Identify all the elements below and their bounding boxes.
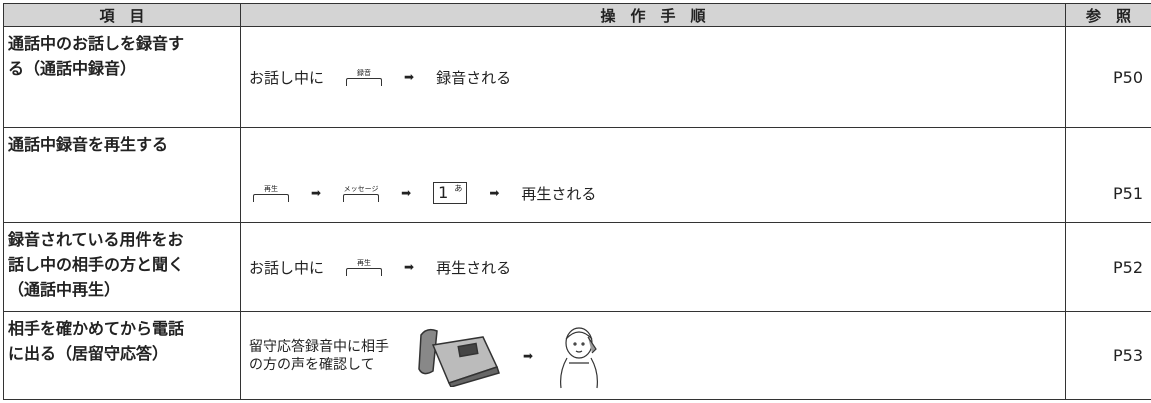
row: 相手を確かめてから電話 に出る（居留守応答） 留守応答録音中に相手 の方の声を確認し…: [3, 311, 1151, 400]
item-line: る（通話中録音）: [8, 59, 137, 78]
item-line: 話し中の相手の方と聞く: [8, 255, 185, 274]
ref-cell: P53: [1065, 311, 1151, 400]
header-cell: 項 目: [3, 3, 241, 27]
header-cell: 操 作 手 順: [240, 3, 1066, 27]
item-line: に出る（居留守応答）: [8, 344, 169, 363]
item-line: 録音されている用件をお: [8, 230, 184, 249]
key-shape: [343, 193, 380, 202]
header-cell: 参 照: [1065, 3, 1151, 27]
row: 録音されている用件をお 話し中の相手の方と聞く （通話中再生） お話し中に 再生 ➡…: [3, 222, 1151, 312]
header-row: 項 目 操 作 手 順 参 照: [3, 3, 1151, 27]
procedure-cell: 留守応答録音中に相手 の方の声を確認して ➡: [240, 311, 1066, 400]
flow: お話し中に 再生 ➡ 再生される: [249, 257, 1065, 278]
arrow: ➡: [311, 186, 322, 200]
person-illustration: [560, 326, 599, 388]
key: 再生: [253, 185, 289, 202]
key: メッセージ: [343, 184, 380, 202]
kana: あ: [454, 184, 463, 193]
arrow: ➡: [404, 260, 415, 274]
ref-cell: P52: [1065, 222, 1151, 312]
item-line: （通話中再生）: [8, 280, 121, 299]
key: 録音: [346, 68, 383, 86]
item-line: 相手を確かめてから電話: [8, 319, 185, 338]
item-cell: 通話中録音を再生する: [3, 127, 241, 223]
row: 通話中のお話しを録音す る（通話中録音） お話し中に 録音 ➡ 録音される P50: [3, 26, 1151, 128]
step-line: 留守応答録音中に相手: [249, 338, 389, 355]
operation-table: 項 目 操 作 手 順 参 照 通話中のお話しを録音す る（通話中録音） お話し中…: [3, 3, 1151, 400]
arrow: ➡: [401, 186, 412, 200]
item-cell: 通話中のお話しを録音す る（通話中録音）: [3, 26, 241, 128]
step-text: 録音される: [436, 68, 512, 87]
procedure-cell: お話し中に 再生 ➡ 再生される: [240, 222, 1066, 312]
step-text: 留守応答録音中に相手 の方の声を確認して: [249, 338, 389, 374]
key-shape: [346, 267, 383, 276]
key-shape: [253, 193, 289, 202]
key: 再生: [346, 258, 383, 276]
item-line: 通話中録音を再生する: [8, 135, 169, 154]
key-label: メッセージ: [343, 184, 379, 193]
item-line: 通話中のお話しを録音す: [8, 34, 185, 53]
step-text: 再生される: [436, 258, 512, 277]
procedure-cell: お話し中に 録音 ➡ 録音される: [240, 26, 1066, 128]
key-label: 再生: [357, 258, 372, 267]
step-line: の方の声を確認して: [249, 356, 375, 373]
arrow: ➡: [404, 70, 415, 84]
arrow: ➡: [489, 186, 500, 200]
arrow: ➡: [523, 348, 534, 363]
key-shape: [346, 77, 383, 86]
key-label: 録音: [357, 68, 372, 77]
ref-cell: P51: [1065, 127, 1151, 223]
step-text: お話し中に: [249, 258, 325, 277]
digit: 1: [438, 183, 449, 202]
ref-cell: P50: [1065, 26, 1151, 128]
phone-illustration: [418, 328, 500, 387]
step-text: お話し中に: [249, 68, 325, 87]
item-cell: 録音されている用件をお 話し中の相手の方と聞く （通話中再生）: [3, 222, 241, 312]
step-text: 再生される: [521, 184, 597, 203]
flow: お話し中に 録音 ➡ 録音される: [249, 67, 1065, 88]
key-label: 再生: [264, 184, 278, 193]
item-cell: 相手を確かめてから電話 に出る（居留守応答）: [3, 311, 241, 400]
flow: 留守応答録音中に相手 の方の声を確認して ➡: [249, 323, 1065, 389]
